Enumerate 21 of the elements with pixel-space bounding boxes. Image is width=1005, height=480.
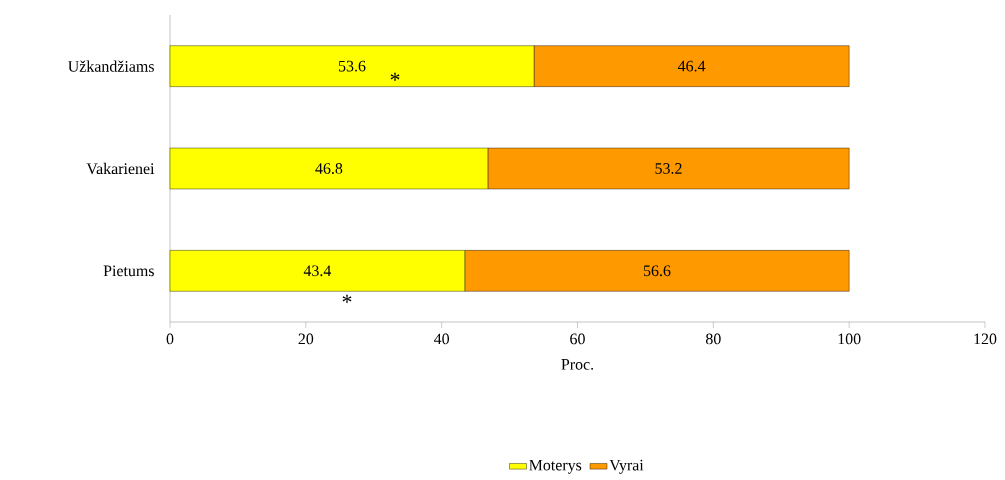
x-tick-label: 0 [166,333,174,345]
x-tick-label: 100 [838,333,861,345]
x-tick-label: 40 [434,333,450,345]
legend-label: Vyrai [609,459,644,474]
data-label: 56.6 [643,265,671,277]
y-tick-label: Vakarienei [86,162,155,175]
x-tick-label: 120 [974,333,997,345]
x-tick-label: 80 [705,333,721,345]
annotation: * [390,72,400,81]
x-axis-title: Proc. [561,359,594,370]
data-label: 46.4 [677,60,706,72]
data-label: 46.8 [315,163,343,174]
legend-label: Moterys [529,459,582,474]
data-label: 53.6 [338,60,366,72]
data-label: 53.2 [655,163,682,174]
x-tick-label: 20 [298,333,314,345]
data-label: 43.4 [303,265,332,277]
y-tick-label: Pietums [103,265,154,277]
x-tick-label: 60 [570,333,585,345]
y-tick-label: Užkandžiams [68,60,154,72]
annotation: * [342,294,352,303]
